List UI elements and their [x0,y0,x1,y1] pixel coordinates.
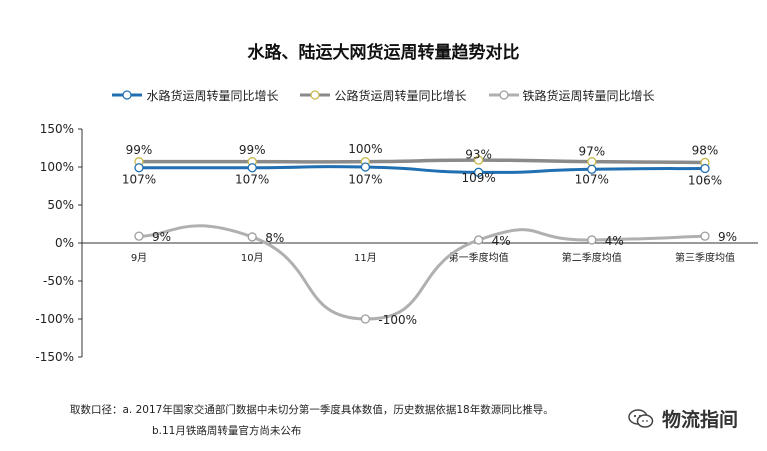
data-point [473,155,484,165]
series-line [137,165,707,174]
data-point [587,157,597,167]
y-tick-label: -150% [35,350,74,364]
legend-item-rail: 铁路货运周转量同比增长 [488,86,655,104]
x-tick-label: 10月 [241,252,264,264]
data-point [360,314,371,324]
y-tick-label: 0% [55,236,74,250]
y-tick-label: 50% [47,198,74,212]
legend-swatch-water [112,90,143,100]
legend-label-water: 水路货运周转量同比增长 [146,88,279,103]
data-label: 98% [692,144,719,158]
data-label: 9% [152,230,171,244]
series-line [137,158,707,165]
x-tick-label: 9月 [131,252,147,264]
data-point [134,163,144,173]
data-label: 100% [348,142,382,156]
x-tick-label: 第三季度均值 [675,251,735,264]
data-point [700,231,710,241]
y-tick-label: -100% [35,312,74,326]
data-label: 107% [235,173,269,187]
legend-label-road: 公路货运周转量同比增长 [334,88,467,103]
watermark-text: 物流指间 [662,409,739,431]
x-tick-label: 11月 [354,252,377,264]
legend-item-road: 公路货运周转量同比增长 [300,86,467,104]
y-tick-label: 150% [40,122,74,136]
data-point [473,167,484,177]
data-point [247,163,257,173]
data-label: 8% [265,231,284,245]
data-point [587,235,597,245]
legend-item-water: 水路货运周转量同比增长 [112,86,278,104]
data-label: -100% [378,313,417,327]
chat-bubbles-icon [628,408,654,428]
data-label: 97% [578,144,605,158]
data-point [473,235,484,245]
data-point [360,162,371,172]
data-point [134,231,144,241]
data-point [700,163,710,174]
data-label: 99% [239,143,266,157]
data-label: 93% [465,147,492,161]
data-label: 107% [348,173,382,187]
data-label: 109% [461,171,495,185]
data-label: 9% [718,230,737,244]
footnote-b: b.11月铁路周转量官方尚未公布 [152,425,302,437]
data-label: 99% [126,143,153,157]
legend-swatch-rail [488,90,519,100]
x-tick-label: 第二季度均值 [562,251,622,264]
legend-label-rail: 铁路货运周转量同比增长 [522,88,655,103]
chart-legend: 水路货运周转量同比增长 公路货运周转量同比增长 铁路货运周转量同比增长 [0,86,767,104]
y-tick-label: -50% [43,274,74,288]
data-label: 107% [122,173,156,187]
footnote-a: 取数口径：a. 2017年国家交通部门数据中未切分第一季度具体数值，历史数据依据… [70,404,554,416]
chart-title: 水路、陆运大网货运周转量趋势对比 [247,43,520,63]
data-label: 107% [575,173,609,187]
data-label: 4% [492,234,511,248]
watermark: 物流指间 [628,405,738,432]
y-tick-label: 100% [40,160,74,174]
data-label: 106% [688,173,722,187]
legend-swatch-road [300,90,331,100]
x-tick-label: 第一季度均值 [449,251,509,264]
data-point [247,232,257,242]
data-label: 4% [605,234,624,248]
data-point [587,164,597,174]
